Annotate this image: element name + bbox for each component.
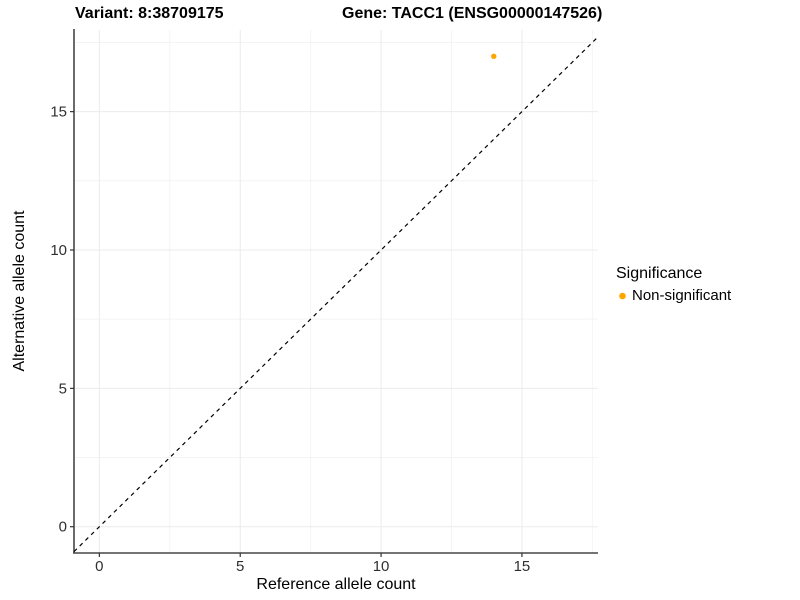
x-tick-label: 0	[95, 558, 103, 575]
y-axis-label: Alternative allele count	[11, 210, 28, 372]
x-tick-label: 10	[373, 558, 390, 575]
y-tick-label: 0	[59, 519, 67, 536]
y-tick-label: 10	[50, 242, 67, 259]
legend: Significance Non-significant	[616, 265, 731, 304]
identity-line	[73, 36, 599, 553]
legend-title: Significance	[616, 265, 703, 282]
x-axis-label: Reference allele count	[256, 576, 416, 593]
x-tick-label: 5	[236, 558, 244, 575]
legend-point-icon	[619, 292, 626, 300]
y-tick-label: 15	[50, 104, 67, 121]
legend-item: Non-significant	[616, 287, 731, 304]
legend-item-label: Non-significant	[632, 287, 732, 304]
y-tick-label: 5	[59, 380, 67, 397]
plot-title-gene: Gene: TACC1 (ENSG00000147526)	[342, 5, 603, 22]
plot-title-variant: Variant: 8:38709175	[75, 5, 224, 22]
data-point	[491, 53, 497, 59]
x-tick-label: 15	[514, 558, 531, 575]
